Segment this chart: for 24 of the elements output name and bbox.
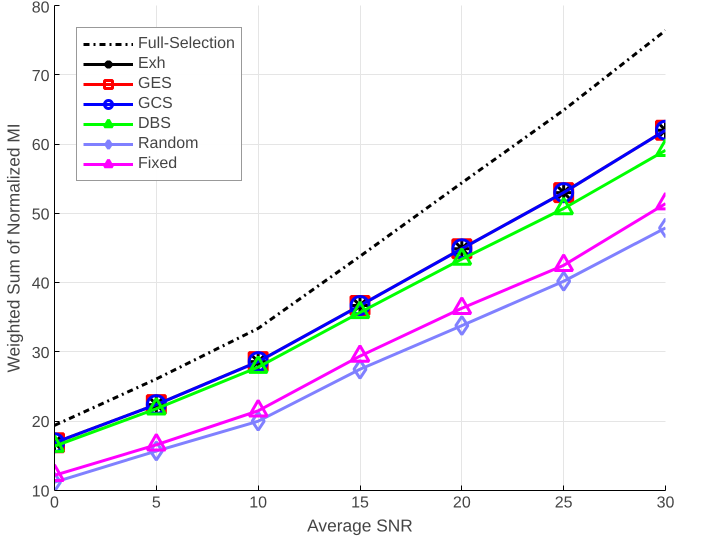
- y-tick-label: 40: [32, 276, 50, 293]
- y-tick-label: 60: [32, 137, 50, 154]
- x-tick-label: 30: [656, 494, 674, 512]
- legend-label: Full-Selection: [138, 34, 235, 54]
- y-tick-label: 10: [32, 484, 50, 500]
- legend-label: GES: [138, 74, 172, 94]
- x-tick-label: 0: [50, 494, 60, 512]
- legend-label: DBS: [138, 114, 171, 134]
- y-tick-label: 20: [32, 414, 50, 432]
- x-tick-label: 20: [452, 494, 471, 512]
- y-tick-label: 70: [32, 68, 50, 85]
- x-tick-label: 25: [554, 494, 573, 512]
- legend-label: Random: [138, 134, 198, 154]
- x-tick-label: 5: [152, 494, 161, 512]
- y-tick-label: 30: [32, 344, 50, 362]
- legend-label: GCS: [138, 94, 173, 114]
- legend-label: Exh: [138, 54, 166, 74]
- y-axis-title: Weighted Sum of Normalized MI: [4, 123, 24, 373]
- y-tick-label: 50: [32, 206, 50, 224]
- x-axis-title: Average SNR: [307, 516, 413, 536]
- legend-label: Fixed: [138, 154, 178, 174]
- y-tick-label: 80: [32, 0, 50, 16]
- x-tick-label: 10: [249, 494, 268, 512]
- x-tick-label: 15: [351, 494, 369, 512]
